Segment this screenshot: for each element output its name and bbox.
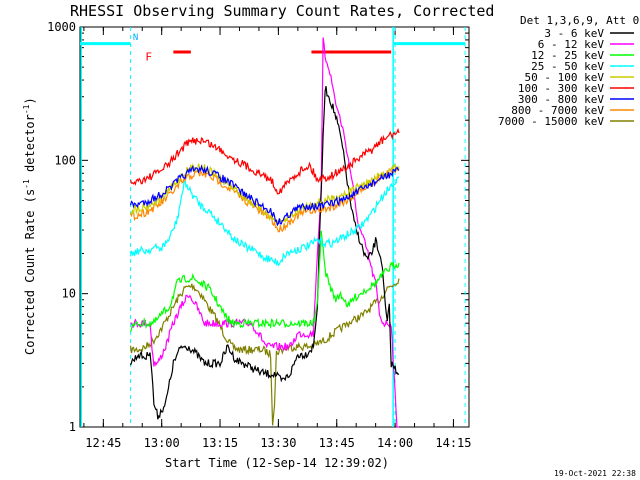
x-axis-ticks: 12:45 13:00 13:15 13:30 13:45 14:00 14:15 [83,27,472,450]
chart-title: RHESSI Observing Summary Count Rates, Co… [70,2,494,20]
legend-label: 300 - 800 keV [518,93,604,106]
legend-label: 25 - 50 keV [531,60,604,73]
series-line [130,162,400,226]
series-line [130,127,400,195]
x-tick-label: 14:00 [377,436,413,450]
series-line [130,176,400,267]
series-layer [130,37,400,428]
legend-label: 6 - 12 keV [538,38,605,51]
legend-label: 3 - 6 keV [544,27,604,40]
x-tick-label: 13:00 [144,436,180,450]
x-tick-label: 14:15 [435,436,471,450]
y-axis-ticks: 1 10 100 1000 [47,20,469,434]
y-axis-label-sup1: -1 [22,179,31,189]
y-axis-label-sup2: -1 [22,104,31,114]
y-axis-label-end: ) [23,97,37,104]
legend-label: 12 - 25 keV [531,49,604,62]
y-tick-label: 100 [54,153,76,167]
x-tick-label: 13:15 [202,436,238,450]
legend-label: 7000 - 15000 keV [498,115,604,128]
y-tick-label: 1 [69,420,76,434]
footer-timestamp: 19-Oct-2021 22:38 [554,469,636,478]
y-tick-label: 10 [62,287,76,301]
legend-label: 800 - 7000 keV [511,104,604,117]
legend-label: 50 - 100 keV [525,71,605,84]
y-axis-label: Corrected Count Rate (s-1 detector-1) [22,97,37,355]
series-line [130,164,400,227]
series-line [130,278,400,426]
label-F: F [145,51,152,64]
legend-label: 100 - 300 keV [518,82,604,95]
x-tick-label: 12:45 [85,436,121,450]
x-tick-label: 13:45 [319,436,355,450]
y-tick-label: 1000 [47,20,76,34]
series-line [130,85,400,420]
x-axis-label: Start Time (12-Sep-14 12:39:02) [165,456,389,470]
legend-title: Det 1,3,6,9, Att 0 [520,14,639,27]
annotation-layer: NF [80,27,466,427]
x-tick-label: 13:30 [260,436,296,450]
series-line [130,165,400,233]
y-axis-label-mid: detector [23,114,37,179]
label-N: N [133,33,138,43]
series-line [130,230,400,332]
y-axis-label-main: Corrected Count Rate (s [23,189,37,355]
plot-frame [79,26,470,428]
